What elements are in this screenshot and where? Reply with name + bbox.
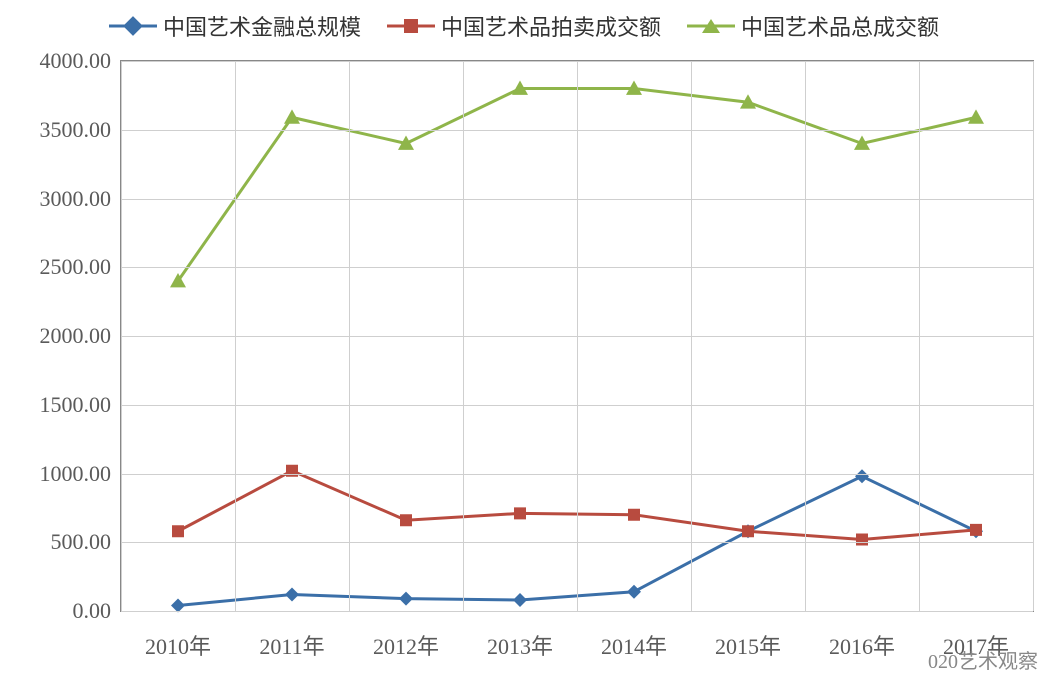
chart-container: { "chart": { "type": "line", "width_px":… bbox=[0, 0, 1048, 680]
gridline-v bbox=[1033, 61, 1034, 611]
y-tick-label: 2500.00 bbox=[40, 254, 112, 280]
x-tick-label: 2015年 bbox=[715, 629, 781, 661]
series-marker bbox=[628, 509, 640, 521]
legend-swatch-2 bbox=[687, 16, 735, 36]
series-marker bbox=[855, 469, 869, 483]
legend-label-2: 中国艺术品总成交额 bbox=[741, 10, 939, 42]
legend-label-1: 中国艺术品拍卖成交额 bbox=[441, 10, 661, 42]
series-marker bbox=[284, 109, 300, 123]
gridline-v bbox=[805, 61, 806, 611]
gridline-h bbox=[121, 611, 1033, 612]
plot-area: 0.00500.001000.001500.002000.002500.0030… bbox=[120, 60, 1034, 612]
legend: 中国艺术金融总规模 中国艺术品拍卖成交额 中国艺术品总成交额 bbox=[0, 10, 1048, 42]
x-tick-label: 2012年 bbox=[373, 629, 439, 661]
y-tick-label: 3500.00 bbox=[40, 117, 112, 143]
y-tick-label: 1500.00 bbox=[40, 392, 112, 418]
y-tick-label: 0.00 bbox=[73, 598, 112, 624]
x-tick-label: 2014年 bbox=[601, 629, 667, 661]
series-marker bbox=[627, 585, 641, 599]
series-marker bbox=[400, 514, 412, 526]
gridline-v bbox=[919, 61, 920, 611]
y-tick-label: 500.00 bbox=[51, 529, 112, 555]
series-marker bbox=[742, 525, 754, 537]
gridline-v bbox=[349, 61, 350, 611]
series-marker bbox=[513, 593, 527, 607]
x-tick-label: 2010年 bbox=[145, 629, 211, 661]
series-marker bbox=[285, 588, 299, 602]
y-tick-label: 2000.00 bbox=[40, 323, 112, 349]
watermark-text: 020艺术观察 bbox=[928, 645, 1038, 674]
gridline-v bbox=[121, 61, 122, 611]
series-marker bbox=[968, 109, 984, 123]
x-tick-label: 2016年 bbox=[829, 629, 895, 661]
y-tick-label: 1000.00 bbox=[40, 461, 112, 487]
series-marker bbox=[970, 524, 982, 536]
legend-label-0: 中国艺术金融总规模 bbox=[163, 10, 361, 42]
y-tick-label: 4000.00 bbox=[40, 48, 112, 74]
series-marker bbox=[172, 525, 184, 537]
legend-swatch-0 bbox=[109, 16, 157, 36]
gridline-v bbox=[463, 61, 464, 611]
y-tick-label: 3000.00 bbox=[40, 186, 112, 212]
gridline-v bbox=[235, 61, 236, 611]
legend-item-0: 中国艺术金融总规模 bbox=[109, 10, 361, 42]
series-marker bbox=[286, 465, 298, 477]
series-marker bbox=[856, 534, 868, 546]
series-marker bbox=[514, 507, 526, 519]
x-tick-label: 2013年 bbox=[487, 629, 553, 661]
legend-swatch-1 bbox=[387, 16, 435, 36]
series-marker bbox=[399, 592, 413, 606]
x-tick-label: 2011年 bbox=[259, 629, 324, 661]
legend-item-2: 中国艺术品总成交额 bbox=[687, 10, 939, 42]
gridline-v bbox=[691, 61, 692, 611]
gridline-v bbox=[577, 61, 578, 611]
legend-item-1: 中国艺术品拍卖成交额 bbox=[387, 10, 661, 42]
